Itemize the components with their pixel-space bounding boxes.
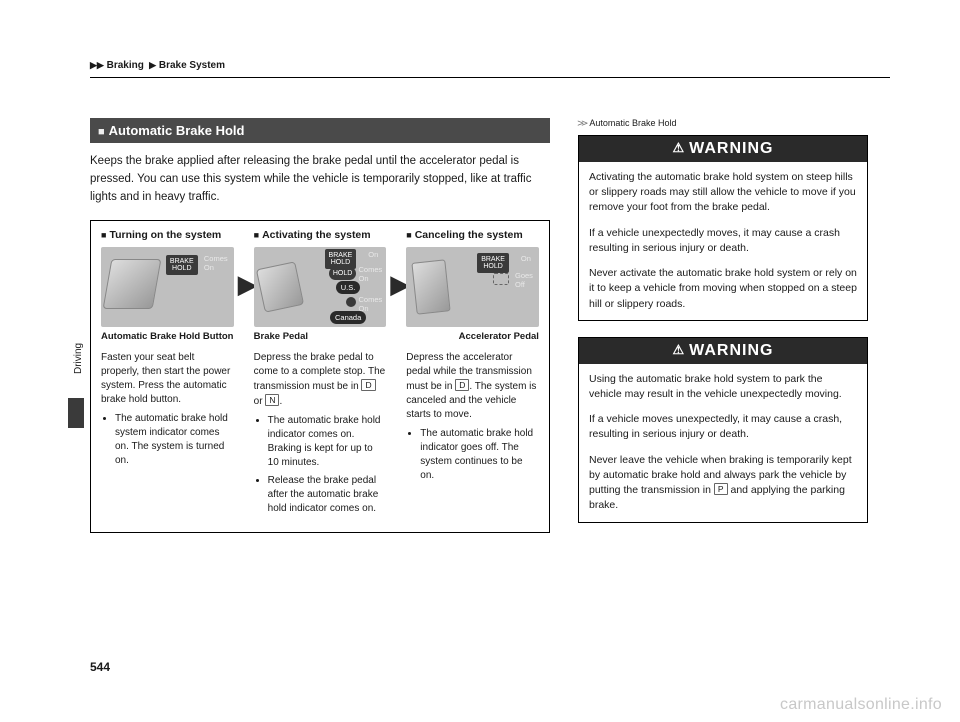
chevron-icon: ▶	[90, 60, 97, 70]
diagram-col-body: Depress the brake pedal to come to a com…	[254, 351, 387, 516]
diagram-col-canceling: ■ Canceling the system BRAKE HOLD On Goes…	[396, 221, 549, 531]
breadcrumb-item: Brake System	[159, 60, 225, 71]
illustration-caption: Brake Pedal	[254, 331, 387, 342]
warning-body: Activating the automatic brake hold syst…	[579, 162, 867, 320]
breadcrumb: ▶▶ Braking ▶ Brake System	[90, 60, 890, 78]
square-bullet-icon: ■	[98, 126, 105, 138]
badge-note: Comes On	[359, 266, 383, 283]
illustration-brake-pedal: BRAKE HOLD On HOLD Comes On U.S. Comes O…	[254, 247, 387, 327]
warning-triangle-icon: ⚠	[673, 140, 686, 156]
manual-page: ▶▶ Braking ▶ Brake System ■Automatic Bra…	[90, 60, 890, 539]
diagram-col-title: ■Turning on the system	[101, 229, 234, 241]
indicator-icon	[346, 297, 356, 307]
square-bullet-icon: ■	[254, 230, 259, 240]
warning-paragraph: Never activate the automatic brake hold …	[589, 266, 857, 312]
warning-paragraph: If a vehicle unexpectedly moves, it may …	[589, 226, 857, 256]
page-number: 544	[90, 660, 110, 674]
section-title: Automatic Brake Hold	[109, 123, 245, 138]
square-bullet-icon: ■	[406, 230, 411, 240]
badge-text: BRAKE HOLD	[329, 252, 353, 266]
sidebar-crumb-text: Automatic Brake Hold	[589, 118, 676, 128]
gear-p-key: P	[714, 483, 728, 495]
badge-note: Comes On	[204, 255, 228, 272]
section-header: ■ Automatic Brake Hold	[90, 118, 550, 143]
section-side-label: Driving	[73, 343, 84, 374]
warning-box: ⚠WARNING Activating the automatic brake …	[578, 135, 868, 321]
section-tab	[68, 398, 84, 428]
section-intro: Keeps the brake applied after releasing …	[90, 153, 550, 206]
diagram-col-title: ■ Canceling the system	[406, 229, 539, 241]
badge-text: BRAKE HOLD	[170, 258, 194, 272]
warning-paragraph: Never leave the vehicle when braking is …	[589, 453, 857, 514]
list-item: The automatic brake hold indicator comes…	[268, 414, 387, 470]
diagram-col-title-text: Turning on the system	[109, 229, 221, 241]
gear-n-key: N	[265, 394, 279, 406]
illustration-brake-hold-button: BRAKE HOLD Comes On	[101, 247, 234, 327]
badge-note: Goes Off	[515, 272, 533, 289]
illustration-caption: Accelerator Pedal	[406, 331, 539, 342]
warning-header: ⚠WARNING	[579, 136, 867, 162]
diagram-col-turning-on: ■Turning on the system BRAKE HOLD Comes …	[91, 221, 244, 531]
breadcrumb-item: Braking	[107, 60, 144, 71]
main-column: ■ Automatic Brake Hold Keeps the brake ap…	[90, 118, 550, 539]
warning-box: ⚠WARNING Using the automatic brake hold …	[578, 337, 868, 523]
diagram-col-title-text: Canceling the system	[415, 229, 523, 241]
hold-off-icon	[493, 273, 509, 285]
reference-icon: ≫	[577, 118, 588, 129]
badge-text: BRAKE HOLD	[481, 256, 505, 270]
hold-badge: HOLD	[329, 267, 356, 280]
diagram-col-body: Fasten your seat belt properly, then sta…	[101, 351, 234, 468]
brake-hold-badge: BRAKE HOLD	[477, 253, 509, 273]
warning-title: WARNING	[689, 342, 773, 359]
diagram-col-title: ■Activating the system	[254, 229, 387, 241]
watermark: carmanualsonline.info	[780, 696, 942, 714]
warning-triangle-icon: ⚠	[673, 342, 686, 358]
diagram-box: ■Turning on the system BRAKE HOLD Comes …	[90, 220, 550, 532]
badge-note-text: Comes On	[204, 254, 228, 271]
body-text: .	[279, 396, 282, 407]
sidebar-crumb: ≫Automatic Brake Hold	[578, 118, 868, 129]
list-item: The automatic brake hold indicator goes …	[420, 427, 539, 483]
sidebar-column: ≫Automatic Brake Hold ⚠WARNING Activatin…	[578, 118, 868, 539]
illustration-caption: Automatic Brake Hold Button	[101, 331, 234, 342]
diagram-col-title-text: Activating the system	[262, 229, 371, 241]
body-text: Fasten your seat belt properly, then sta…	[101, 352, 230, 405]
badge-note: Comes On	[359, 296, 383, 313]
warning-header: ⚠WARNING	[579, 338, 867, 364]
gear-d-key: D	[361, 379, 375, 391]
diagram-col-activating: ■Activating the system BRAKE HOLD On HOL…	[244, 221, 397, 531]
warning-paragraph: Activating the automatic brake hold syst…	[589, 170, 857, 216]
list-item: Release the brake pedal after the automa…	[268, 474, 387, 516]
square-bullet-icon: ■	[101, 230, 106, 240]
region-canada-badge: Canada	[330, 311, 366, 324]
brake-hold-badge: BRAKE HOLD	[325, 249, 357, 269]
brake-hold-badge: BRAKE HOLD	[166, 255, 198, 275]
warning-paragraph: Using the automatic brake hold system to…	[589, 372, 857, 402]
warning-body: Using the automatic brake hold system to…	[579, 364, 867, 522]
badge-note: On	[521, 255, 531, 263]
warning-title: WARNING	[689, 140, 773, 157]
chevron-icon: ▶	[97, 60, 104, 70]
badge-note: On	[368, 251, 378, 259]
diagram-col-body: Depress the accelerator pedal while the …	[406, 351, 539, 483]
list-item: The automatic brake hold system indicato…	[115, 412, 234, 468]
region-us-badge: U.S.	[336, 281, 361, 294]
body-text: or	[254, 396, 266, 407]
warning-paragraph: If a vehicle moves unexpectedly, it may …	[589, 412, 857, 442]
illustration-accelerator-pedal: BRAKE HOLD On Goes Off	[406, 247, 539, 327]
gear-d-key: D	[455, 379, 469, 391]
chevron-icon: ▶	[147, 60, 156, 70]
